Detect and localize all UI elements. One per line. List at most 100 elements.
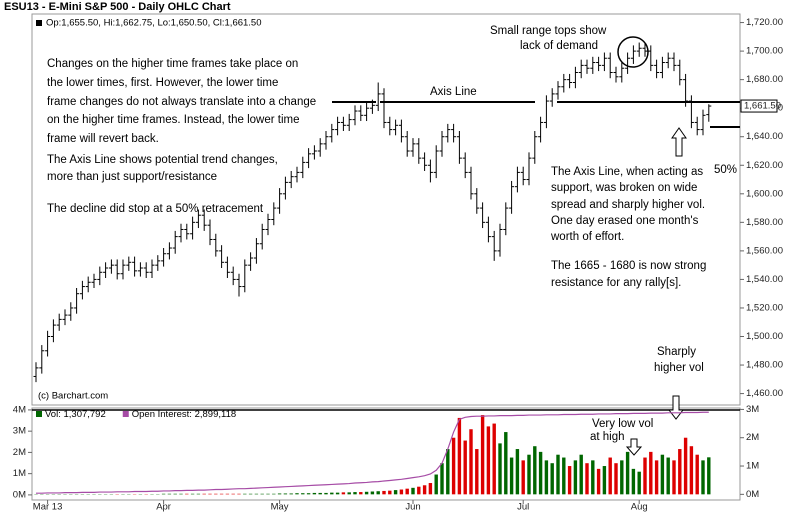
y-tick-label: 2M [746, 432, 759, 443]
volume-bar [312, 492, 317, 495]
volume-bar [649, 451, 653, 495]
y-tick-label: 1,700.00 [746, 46, 783, 57]
volume-bar [608, 457, 612, 495]
volume-bar [463, 440, 467, 495]
volume-bar [637, 471, 641, 495]
volume-bar [243, 493, 247, 495]
volume-bar [388, 490, 392, 495]
y2-tick-label: 0M [13, 489, 26, 500]
x-tick-label: Mar 13 [33, 502, 63, 512]
volume-bar [335, 492, 340, 495]
volume-bar [556, 454, 560, 495]
volume-bar [185, 493, 189, 495]
last-price-box [740, 99, 778, 113]
volume-bar [643, 457, 647, 495]
y-tick-label: 1,600.00 [746, 188, 783, 199]
y-tick-label: 1,460.00 [746, 388, 783, 399]
volume-bar [498, 443, 502, 495]
volume-bar [689, 446, 694, 495]
y-tick-label: 1,720.00 [746, 17, 783, 28]
y-tick-label: 1,520.00 [746, 302, 783, 313]
volume-bar [376, 491, 380, 495]
volume-bar [660, 454, 665, 495]
volume-bar [306, 493, 311, 495]
volume-bar [411, 487, 415, 495]
volume-bar [654, 460, 659, 495]
volume-bar [161, 493, 166, 495]
legend-swatch [36, 20, 42, 26]
annotation: more than just support/resistance [47, 171, 217, 183]
volume-bar [214, 493, 218, 495]
down-arrow [625, 438, 643, 456]
source: (c) Barchart.com [38, 391, 108, 402]
volume-bar [254, 493, 259, 495]
annotation: The Axis Line, when acting as [551, 166, 703, 178]
volume-bar [422, 485, 427, 495]
annotation: frame will revert back. [47, 133, 159, 145]
volume-bar [480, 415, 485, 495]
volume-bar [451, 437, 456, 495]
volume-bar [359, 492, 363, 495]
volume-bar [167, 493, 172, 495]
x-tick-label: Jun [405, 502, 420, 512]
volume-bar [399, 489, 404, 495]
annotation: support, was broken on wide [551, 182, 697, 194]
volume-bar [504, 432, 508, 495]
volume-bar [469, 429, 473, 495]
annotation: higher vol [654, 362, 704, 374]
y-tick-label: 1,480.00 [746, 360, 783, 371]
volume-bar [446, 449, 450, 495]
annotation: One day erased one month's [551, 215, 699, 227]
x-tick-label: Apr [156, 502, 171, 512]
volume-bar [475, 449, 479, 495]
last-price-label: 1,661.50 [744, 101, 781, 112]
volume-bar [538, 451, 543, 495]
y-tick-label: 3M [746, 404, 759, 415]
volume-bar [428, 483, 433, 495]
volume-bar [614, 463, 618, 495]
legend-swatch [122, 411, 129, 417]
volume-bar [492, 423, 496, 495]
volume-bar [330, 492, 334, 495]
ohlc-series [33, 42, 712, 383]
volume-bar [219, 493, 224, 495]
x-tick-label: Jul [517, 502, 529, 512]
highlight-circle [617, 36, 649, 68]
volume-bar [405, 488, 409, 495]
volume-bar [591, 460, 595, 495]
volume-bar [324, 492, 328, 495]
volume-bar [289, 493, 293, 495]
volume-bar [620, 460, 624, 495]
volume-bar [701, 460, 705, 495]
annotation: Axis Line [430, 86, 477, 98]
legend-swatch [36, 411, 42, 417]
annotation: at high [590, 431, 625, 443]
y2-tick-label: 1M [13, 468, 26, 479]
volume-bar [434, 474, 438, 495]
annotation: The 1665 - 1680 is now strong [551, 260, 706, 272]
volume-bar [231, 493, 235, 495]
volume-bar [202, 493, 206, 495]
volume-bar [179, 493, 183, 495]
annotation: lack of demand [520, 40, 598, 52]
volume-bar [515, 449, 520, 495]
y-tick-label: 1,680.00 [746, 74, 783, 85]
y-tick-label: 1,620.00 [746, 160, 783, 171]
volume-bar [248, 493, 253, 495]
annotation: Small range tops show [490, 25, 607, 37]
open-interest-line [36, 411, 709, 494]
volume-bar [672, 460, 676, 495]
annotation: Sharply [657, 346, 696, 358]
annotation: Very low vol [592, 418, 653, 430]
volume-bar [573, 460, 578, 495]
y-tick-label: 1,540.00 [746, 274, 783, 285]
legend: Op:1,655.50, Hi:1,662.75, Lo:1,650.50, C… [46, 18, 262, 29]
legend-label: Open Interest: 2,899,118 [132, 409, 236, 420]
annotation: The decline did stop at a 50% retracemen… [47, 203, 264, 215]
volume-bar [527, 454, 531, 495]
volume-bar [347, 492, 351, 495]
up-arrow [671, 127, 687, 157]
volume-bar [707, 457, 711, 495]
volume-bar [562, 457, 566, 495]
volume-bar [341, 492, 346, 495]
